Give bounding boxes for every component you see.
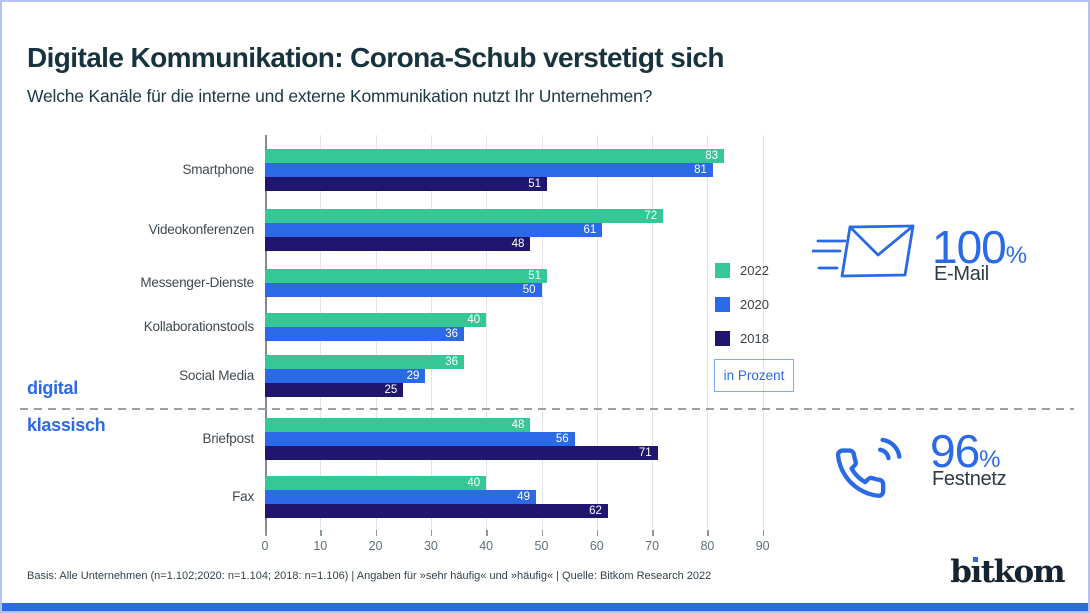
group-label-klassisch: klassisch — [27, 415, 106, 435]
tick-20 — [375, 530, 378, 536]
tick-80 — [707, 530, 709, 536]
bar-2020: 81 — [265, 163, 713, 177]
bar-group: 83 81 51 — [265, 149, 724, 191]
tick-label-90: 90 — [755, 539, 770, 553]
bar-2018: 71 — [265, 446, 658, 460]
logo-i: ı — [970, 554, 982, 590]
phone-percentage: 96% — [930, 428, 1001, 474]
bar-2020: 56 — [265, 432, 575, 446]
legend-swatch-2020 — [715, 297, 730, 312]
group-label-digital: digital — [27, 378, 78, 398]
legend-label: 2022 — [740, 263, 769, 278]
category-label: Kollaborationstools — [143, 319, 254, 334]
bar-2022: 51 — [265, 269, 548, 283]
bar-group: 72 61 48 — [265, 209, 664, 251]
legend-item-2020: 2020 — [715, 297, 769, 312]
tick-label-30: 30 — [423, 539, 438, 553]
chart-legend: 2022 2020 2018 — [715, 263, 769, 365]
bar-2022: 40 — [265, 476, 487, 490]
legend-item-2022: 2022 — [715, 263, 769, 278]
tick-0 — [265, 530, 267, 536]
bar-2020: 50 — [265, 283, 542, 297]
bar-2018: 62 — [265, 504, 608, 518]
source-note: Basis: Alle Unternehmen (n=1.102;2020: n… — [27, 570, 712, 582]
tick-10 — [320, 530, 322, 536]
email-value: 100 — [932, 221, 1007, 273]
email-speed-icon — [812, 224, 915, 278]
phone-percent-sign: % — [979, 446, 1001, 473]
legend-swatch-2018 — [715, 331, 730, 346]
email-label: E-Mail — [934, 263, 989, 285]
tick-50 — [541, 530, 543, 536]
bar-2018: 25 — [265, 383, 404, 397]
bar-2020: 29 — [265, 369, 426, 383]
category-label: Videokonferenzen — [148, 222, 255, 237]
legend-item-2018: 2018 — [715, 331, 769, 346]
email-percentage: 100% — [932, 224, 1027, 270]
bar-group: 40 49 62 — [265, 476, 608, 518]
bar-2018: 48 — [265, 237, 531, 251]
gridline-90 — [762, 135, 764, 530]
bar-2022: 48 — [265, 418, 531, 432]
gridline-80 — [707, 135, 709, 530]
bar-2022: 40 — [265, 313, 487, 327]
tick-70 — [652, 530, 654, 536]
tick-label-70: 70 — [645, 539, 660, 553]
category-label: Smartphone — [182, 162, 254, 177]
legend-label: 2020 — [740, 297, 769, 312]
bar-group: 40 36 — [265, 313, 487, 341]
unit-note-box: in Prozent — [714, 359, 794, 392]
bar-group: 51 50 — [265, 269, 548, 297]
gridline-60 — [596, 135, 598, 530]
bar-2018: 51 — [265, 177, 548, 191]
gridline-70 — [652, 135, 654, 530]
tick-label-20: 20 — [368, 539, 383, 553]
legend-label: 2018 — [740, 331, 769, 346]
logo-text: tkom — [980, 554, 1066, 590]
category-label: Social Media — [179, 368, 254, 383]
gridline-50 — [541, 135, 543, 530]
tick-label-40: 40 — [479, 539, 494, 553]
page-title: Digitale Kommunikation: Corona-Schub ver… — [27, 42, 724, 73]
tick-40 — [486, 530, 488, 536]
category-label: Fax — [232, 489, 254, 504]
logo-text: b — [950, 554, 972, 590]
tick-label-10: 10 — [313, 539, 328, 553]
bar-2022: 72 — [265, 209, 664, 223]
email-percent-sign: % — [1005, 242, 1028, 269]
bar-2020: 61 — [265, 223, 603, 237]
tick-90 — [762, 530, 765, 536]
tick-label-60: 60 — [589, 539, 604, 553]
gridline-40 — [486, 135, 488, 530]
brand-bottom-bar — [2, 603, 1088, 611]
page-subtitle: Welche Kanäle für die interne und extern… — [27, 86, 653, 106]
tick-label-50: 50 — [534, 539, 549, 553]
digital-klassisch-divider — [20, 408, 1074, 410]
tick-30 — [430, 530, 433, 536]
phone-icon — [835, 437, 902, 498]
bar-group: 36 29 25 — [265, 355, 465, 397]
category-label: Messenger-Dienste — [140, 275, 254, 290]
tick-label-0: 0 — [261, 539, 269, 553]
bar-group: 48 56 71 — [265, 418, 658, 460]
bitkom-logo: bı tkom — [950, 554, 1066, 590]
category-label: Briefpost — [202, 431, 255, 446]
bar-2022: 36 — [265, 355, 465, 369]
bar-2020: 49 — [265, 490, 536, 504]
phone-label: Festnetz — [932, 468, 1007, 490]
tick-label-80: 80 — [700, 539, 715, 553]
tick-60 — [596, 530, 599, 536]
bar-2022: 83 — [265, 149, 724, 163]
legend-swatch-2022 — [715, 263, 730, 278]
bar-2020: 36 — [265, 327, 465, 341]
logo-blue-dot — [972, 557, 978, 562]
phone-value: 96 — [930, 425, 980, 477]
